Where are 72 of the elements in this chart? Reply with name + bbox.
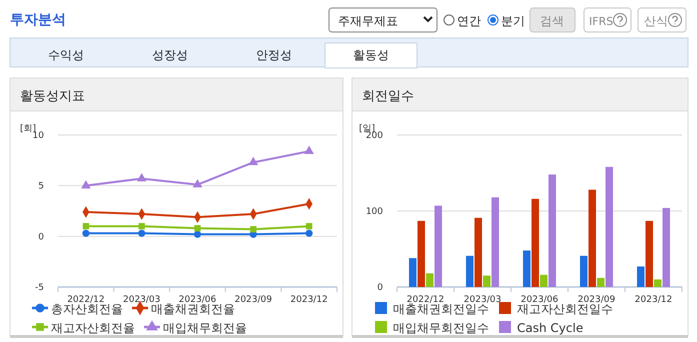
bar (540, 274, 548, 287)
bar (646, 220, 653, 287)
point (306, 230, 313, 237)
bar (662, 208, 670, 287)
x-tick-label: 2023/12 (634, 295, 672, 305)
x-tick-label: 2023/03 (123, 295, 160, 305)
bar (418, 220, 425, 287)
point (194, 225, 201, 232)
legend-label: Cash Cycle (517, 321, 584, 335)
bar (654, 279, 662, 287)
x-tick-label: 2023/09 (578, 295, 616, 305)
point (194, 230, 202, 238)
point (248, 156, 258, 166)
bar (474, 218, 482, 287)
y-tick-label: 10 (32, 131, 44, 141)
point (304, 146, 314, 154)
legend-label: 매입채무회전율 (163, 321, 247, 335)
text: 성장성 (152, 48, 188, 62)
x-tick-label: 2023/09 (234, 295, 272, 305)
point (82, 230, 90, 237)
bar (409, 258, 416, 287)
bar (588, 190, 596, 287)
legend-label: 매출채권회전율 (151, 302, 235, 316)
y-tick-label: -5 (35, 283, 44, 293)
text: IFRS (589, 15, 614, 28)
legend-label: 총자산회전율 (51, 302, 123, 316)
text: 수익성 (48, 48, 84, 62)
point (192, 179, 202, 188)
bar (580, 256, 588, 287)
legend-label: 매출채권회전일수 (393, 302, 489, 316)
text: 연간 (457, 14, 481, 28)
point (138, 223, 145, 230)
y-tick-label: 5 (38, 182, 44, 192)
point (250, 226, 256, 232)
x-tick-label: 2023/12 (290, 295, 328, 305)
point (82, 223, 90, 230)
x-tick-label: 2022/12 (67, 295, 105, 305)
x-tick-label: 2023/06 (520, 295, 558, 305)
legend-label: 재고자산회전일수 (517, 302, 613, 316)
legend-label: 재고자산회전율 (51, 321, 135, 335)
bar (434, 206, 442, 287)
text: 투자분석 (10, 12, 66, 28)
text: 분기 (501, 14, 525, 28)
bar (548, 174, 556, 287)
text: 주재무제표 (338, 14, 398, 28)
chart-title: 활동성지표 (20, 89, 85, 104)
bar (532, 198, 539, 287)
bar (606, 166, 613, 287)
y-axis-title: [회] (20, 124, 36, 134)
point (138, 230, 146, 237)
bar (492, 197, 499, 287)
text: 검색 (540, 14, 564, 28)
x-tick-label: 2022/12 (406, 295, 444, 305)
x-tick-label: 2023/03 (464, 295, 502, 305)
text: 안정성 (256, 48, 292, 62)
bar (466, 256, 474, 287)
bar (523, 250, 530, 287)
x-tick-label: 2023/06 (178, 295, 216, 305)
bar (637, 266, 644, 287)
point (306, 223, 312, 230)
legend-label: 매입채무회전일수 (393, 321, 489, 335)
bar (426, 273, 434, 287)
bar (597, 278, 604, 287)
y-tick-label: 0 (377, 283, 384, 293)
text: 활동성 (353, 48, 389, 62)
bar (483, 276, 490, 287)
point (136, 173, 147, 182)
y-tick-label: 100 (366, 207, 384, 217)
text: 산식 (644, 14, 668, 28)
point (81, 180, 91, 188)
y-tick-label: 0 (38, 232, 44, 242)
chart-title: 회전일수 (362, 89, 414, 104)
